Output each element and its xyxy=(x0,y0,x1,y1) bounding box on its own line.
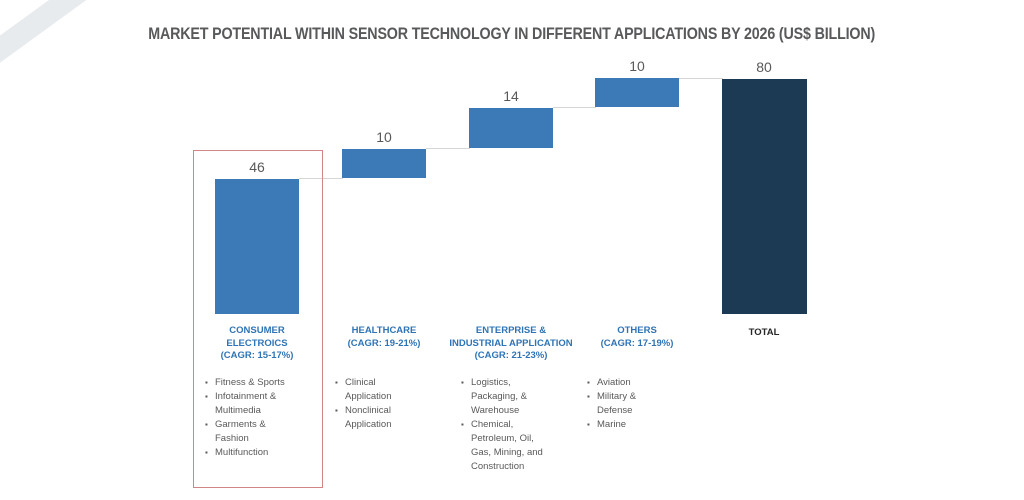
bar-value-label: 80 xyxy=(756,59,772,75)
bullet-square-icon: ▪ xyxy=(587,392,590,401)
cagr-label: (CAGR: 17-19%) xyxy=(600,337,674,349)
category-name: ELECTROICS xyxy=(226,337,288,349)
list-item-text: Infotainment & Multimedia xyxy=(215,391,277,416)
bar-total xyxy=(722,79,807,314)
cagr-label: (CAGR: 19-21%) xyxy=(347,337,421,349)
bullet-square-icon: ▪ xyxy=(205,448,208,457)
list-item: ▪ Marine xyxy=(587,418,661,432)
bar-consumer-electronics xyxy=(215,179,299,314)
list-item: ▪ Chemical, Petroleum, Oil, Gas, Mining,… xyxy=(461,418,556,474)
bullet-list-others: ▪ Aviation ▪ Military & Defense ▪ Marine xyxy=(587,376,661,432)
cagr-label: (CAGR: 15-17%) xyxy=(220,350,294,361)
highlight-box-consumer-electronics xyxy=(193,150,323,488)
bullet-square-icon: ▪ xyxy=(205,378,208,387)
bar-value-label: 46 xyxy=(249,159,265,175)
bar-value-label: 14 xyxy=(503,88,519,104)
list-item-text: Clinical Application xyxy=(345,377,392,402)
list-item: ▪ Fitness & Sports xyxy=(205,376,288,390)
list-item-text: Marine xyxy=(597,419,627,430)
bullet-square-icon: ▪ xyxy=(205,420,208,429)
category-name: INDUSTRIAL APPLICATION xyxy=(449,337,573,349)
connector-line-healthcare-enterprise xyxy=(426,148,470,149)
list-item-text: Military & Defense xyxy=(597,391,637,416)
list-item: ▪ Nonclinical Application xyxy=(335,404,409,432)
bullet-square-icon: ▪ xyxy=(205,392,208,401)
cagr-label: (CAGR: 21-23%) xyxy=(474,350,548,361)
bullet-list-healthcare: ▪ Clinical Application ▪ Nonclinical App… xyxy=(335,376,409,432)
list-item-text: Chemical, Petroleum, Oil, Gas, Mining, a… xyxy=(471,419,543,472)
category-label-total: TOTAL xyxy=(689,327,839,340)
list-item: ▪ Logistics, Packaging, & Warehouse xyxy=(461,376,556,418)
bullet-square-icon: ▪ xyxy=(461,378,464,387)
list-item-text: Multifunction xyxy=(215,447,269,458)
list-item-text: Aviation xyxy=(597,377,631,388)
list-item: ▪ Multifunction xyxy=(205,446,288,460)
category-name: TOTAL xyxy=(748,327,780,338)
bullet-square-icon: ▪ xyxy=(587,420,590,429)
bar-value-label: 10 xyxy=(376,129,392,145)
chart-title: MARKET POTENTIAL WITHIN SENSOR TECHNOLOG… xyxy=(148,24,876,43)
bullet-square-icon: ▪ xyxy=(335,406,338,415)
list-item-text: Fitness & Sports xyxy=(215,377,285,388)
category-name: ENTERPRISE & xyxy=(475,325,547,336)
connector-line-others-total xyxy=(679,78,723,79)
list-item-text: Nonclinical Application xyxy=(345,405,392,430)
category-name: OTHERS xyxy=(617,325,657,336)
list-item: ▪ Aviation xyxy=(587,376,661,390)
category-label-healthcare: HEALTHCARE (CAGR: 19-21%) xyxy=(309,325,459,350)
category-label-consumer-electronics: CONSUMER ELECTROICS (CAGR: 15-17%) xyxy=(182,325,332,363)
bullet-square-icon: ▪ xyxy=(587,378,590,387)
connector-line-enterprise-others xyxy=(553,107,596,108)
category-label-others: OTHERS (CAGR: 17-19%) xyxy=(562,325,712,350)
category-name: CONSUMER xyxy=(229,325,285,336)
chart-title-row: MARKET POTENTIAL WITHIN SENSOR TECHNOLOG… xyxy=(0,24,1024,44)
bar-enterprise-industrial xyxy=(469,108,553,148)
list-item: ▪ Military & Defense xyxy=(587,390,661,418)
bullet-square-icon: ▪ xyxy=(335,378,338,387)
category-label-enterprise-industrial: ENTERPRISE & INDUSTRIAL APPLICATION (CAG… xyxy=(436,325,586,363)
list-item-text: Logistics, Packaging, & Warehouse xyxy=(471,377,527,416)
bullet-list-consumer-electronics: ▪ Fitness & Sports ▪ Infotainment & Mult… xyxy=(205,376,288,460)
connector-line-consumer-healthcare xyxy=(299,178,343,179)
list-item: ▪ Clinical Application xyxy=(335,376,409,404)
bullet-square-icon: ▪ xyxy=(461,420,464,429)
bar-others xyxy=(595,78,679,107)
bullet-list-enterprise-industrial: ▪ Logistics, Packaging, & Warehouse ▪ Ch… xyxy=(461,376,556,474)
bar-healthcare xyxy=(342,149,426,178)
list-item-text: Garments & Fashion xyxy=(215,419,266,444)
list-item: ▪ Infotainment & Multimedia xyxy=(205,390,288,418)
list-item: ▪ Garments & Fashion xyxy=(205,418,288,446)
bar-value-label: 10 xyxy=(629,58,645,74)
category-name: HEALTHCARE xyxy=(351,325,417,336)
